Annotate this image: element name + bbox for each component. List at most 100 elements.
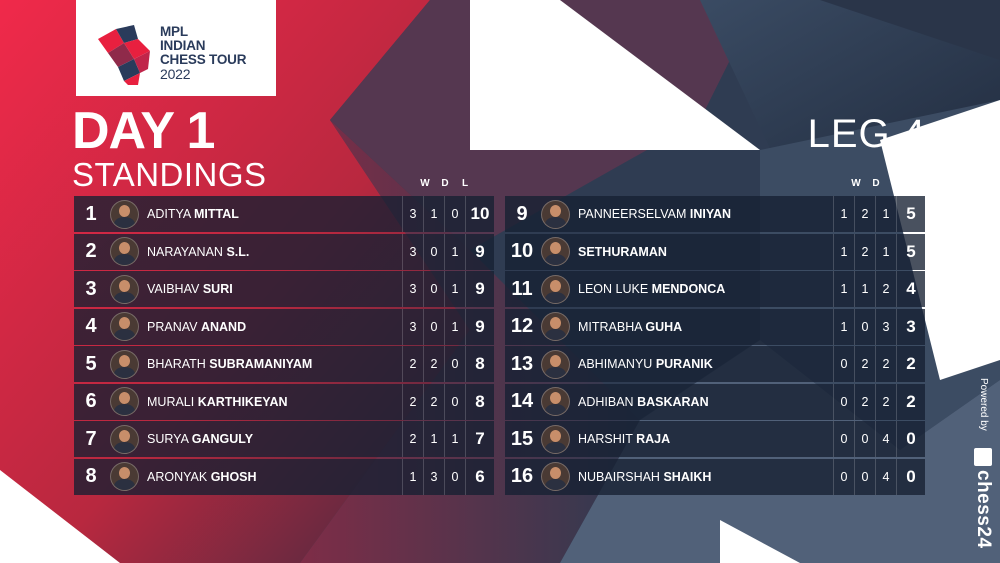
table-row: 4 PRANAV ANAND 3 0 1 9 <box>74 308 494 345</box>
avatar <box>541 199 570 229</box>
player-last-name: PURANIK <box>655 357 713 371</box>
draws: 2 <box>854 233 875 270</box>
losses: 4 <box>875 458 896 495</box>
table-row: 1 ADITYA MITTAL 3 1 0 10 <box>74 196 494 232</box>
player-last-name: RAJA <box>636 432 671 446</box>
draws: 0 <box>423 271 444 307</box>
table-row: 5 BHARATH SUBRAMANIYAM 2 2 0 8 <box>74 346 494 382</box>
draws: 0 <box>854 458 875 495</box>
wins: 2 <box>402 421 423 457</box>
rank: 9 <box>516 202 528 225</box>
player-name: ARONYAK GHOSH <box>147 470 402 484</box>
points: 7 <box>465 421 494 457</box>
draws: 3 <box>423 458 444 495</box>
player-first-name: ADITYA <box>147 207 191 221</box>
points: 9 <box>465 308 494 345</box>
player-name: SETHURAMAN <box>578 245 833 259</box>
rank: 15 <box>510 427 534 450</box>
wdl-header-left: W D L <box>415 178 475 189</box>
avatar <box>541 424 570 454</box>
rank: 10 <box>510 240 534 262</box>
standings-table-left: 1 ADITYA MITTAL 3 1 0 10 2 NARAYANAN S.L. 3 0 1 9 3 V… <box>74 196 494 496</box>
losses: 2 <box>875 346 896 382</box>
page-title: DAY 1 <box>72 102 215 160</box>
wins: 1 <box>833 233 854 270</box>
player-last-name: S.L. <box>226 244 250 259</box>
draws: 2 <box>854 346 875 382</box>
logo-line-mpl: MPL <box>160 24 188 39</box>
losses: 1 <box>444 271 465 307</box>
logo-line-indian: INDIAN <box>160 38 206 53</box>
wins: 0 <box>833 421 854 457</box>
player-first-name: ARONYAK <box>147 469 208 484</box>
losses: 0 <box>444 383 465 420</box>
points: 5 <box>896 196 925 232</box>
avatar <box>110 349 139 379</box>
losses: 0 <box>444 346 465 382</box>
losses: 2 <box>875 271 896 307</box>
rank: 14 <box>510 390 534 412</box>
points: 9 <box>465 233 494 270</box>
draws: 2 <box>854 383 875 420</box>
wins: 1 <box>402 458 423 495</box>
player-last-name: MITTAL <box>194 207 239 221</box>
rank: 11 <box>511 277 533 300</box>
wins: 1 <box>833 196 854 232</box>
table-row: 12 MITRABHA GUHA 1 0 3 3 <box>505 308 925 345</box>
player-name: SURYA GANGULY <box>147 432 402 446</box>
player-last-name: SURI <box>202 282 233 296</box>
draws: 2 <box>854 196 875 232</box>
draws: 0 <box>423 308 444 345</box>
player-last-name: GANGULY <box>191 432 254 446</box>
draws: 2 <box>423 383 444 420</box>
table-row: 6 MURALI KARTHIKEYAN 2 2 0 8 <box>74 383 494 420</box>
points: 5 <box>896 233 925 270</box>
player-name: MITRABHA GUHA <box>578 320 833 334</box>
player-last-name: GUHA <box>645 319 683 334</box>
avatar <box>541 274 570 304</box>
table-row: 14 ADHIBAN BASKARAN 0 2 2 2 <box>505 383 925 420</box>
points: 0 <box>896 421 925 457</box>
avatar <box>110 274 139 304</box>
table-row: 2 NARAYANAN S.L. 3 0 1 9 <box>74 233 494 270</box>
player-first-name: MITRABHA <box>578 319 642 334</box>
player-last-name: SETHURAMAN <box>578 244 667 259</box>
wins: 0 <box>833 458 854 495</box>
table-row: 16 NUBAIRSHAH SHAIKH 0 0 4 0 <box>505 458 925 495</box>
losses: 1 <box>875 233 896 270</box>
wins: 3 <box>402 308 423 345</box>
header-w: W <box>420 178 430 189</box>
player-name: PRANAV ANAND <box>147 320 402 334</box>
losses: 1 <box>444 421 465 457</box>
draws: 0 <box>854 308 875 345</box>
avatar <box>541 462 570 491</box>
wins: 3 <box>402 271 423 307</box>
tour-logo-text: MPL INDIAN CHESS TOUR 2022 <box>160 24 246 82</box>
standings-table-right: 9 PANNEERSELVAM INIYAN 1 2 1 5 10 SETHURAMAN 1 2… <box>505 196 925 496</box>
avatar <box>541 312 570 341</box>
losses: 2 <box>875 383 896 420</box>
avatar <box>110 387 139 416</box>
leg-label: LEG 4 <box>807 112 926 156</box>
avatar <box>541 387 570 416</box>
points: 10 <box>465 196 494 232</box>
draws: 0 <box>854 421 875 457</box>
player-first-name: BHARATH <box>147 357 206 371</box>
player-name: VAIBHAV SURI <box>147 282 402 296</box>
player-first-name: ABHIMANYU <box>578 357 653 371</box>
rank: 1 <box>85 202 97 225</box>
points: 0 <box>896 458 925 495</box>
chess24-logo-icon <box>974 448 992 466</box>
points: 9 <box>465 271 494 307</box>
table-row: 8 ARONYAK GHOSH 1 3 0 6 <box>74 458 494 495</box>
player-last-name: SHAIKH <box>663 469 712 484</box>
